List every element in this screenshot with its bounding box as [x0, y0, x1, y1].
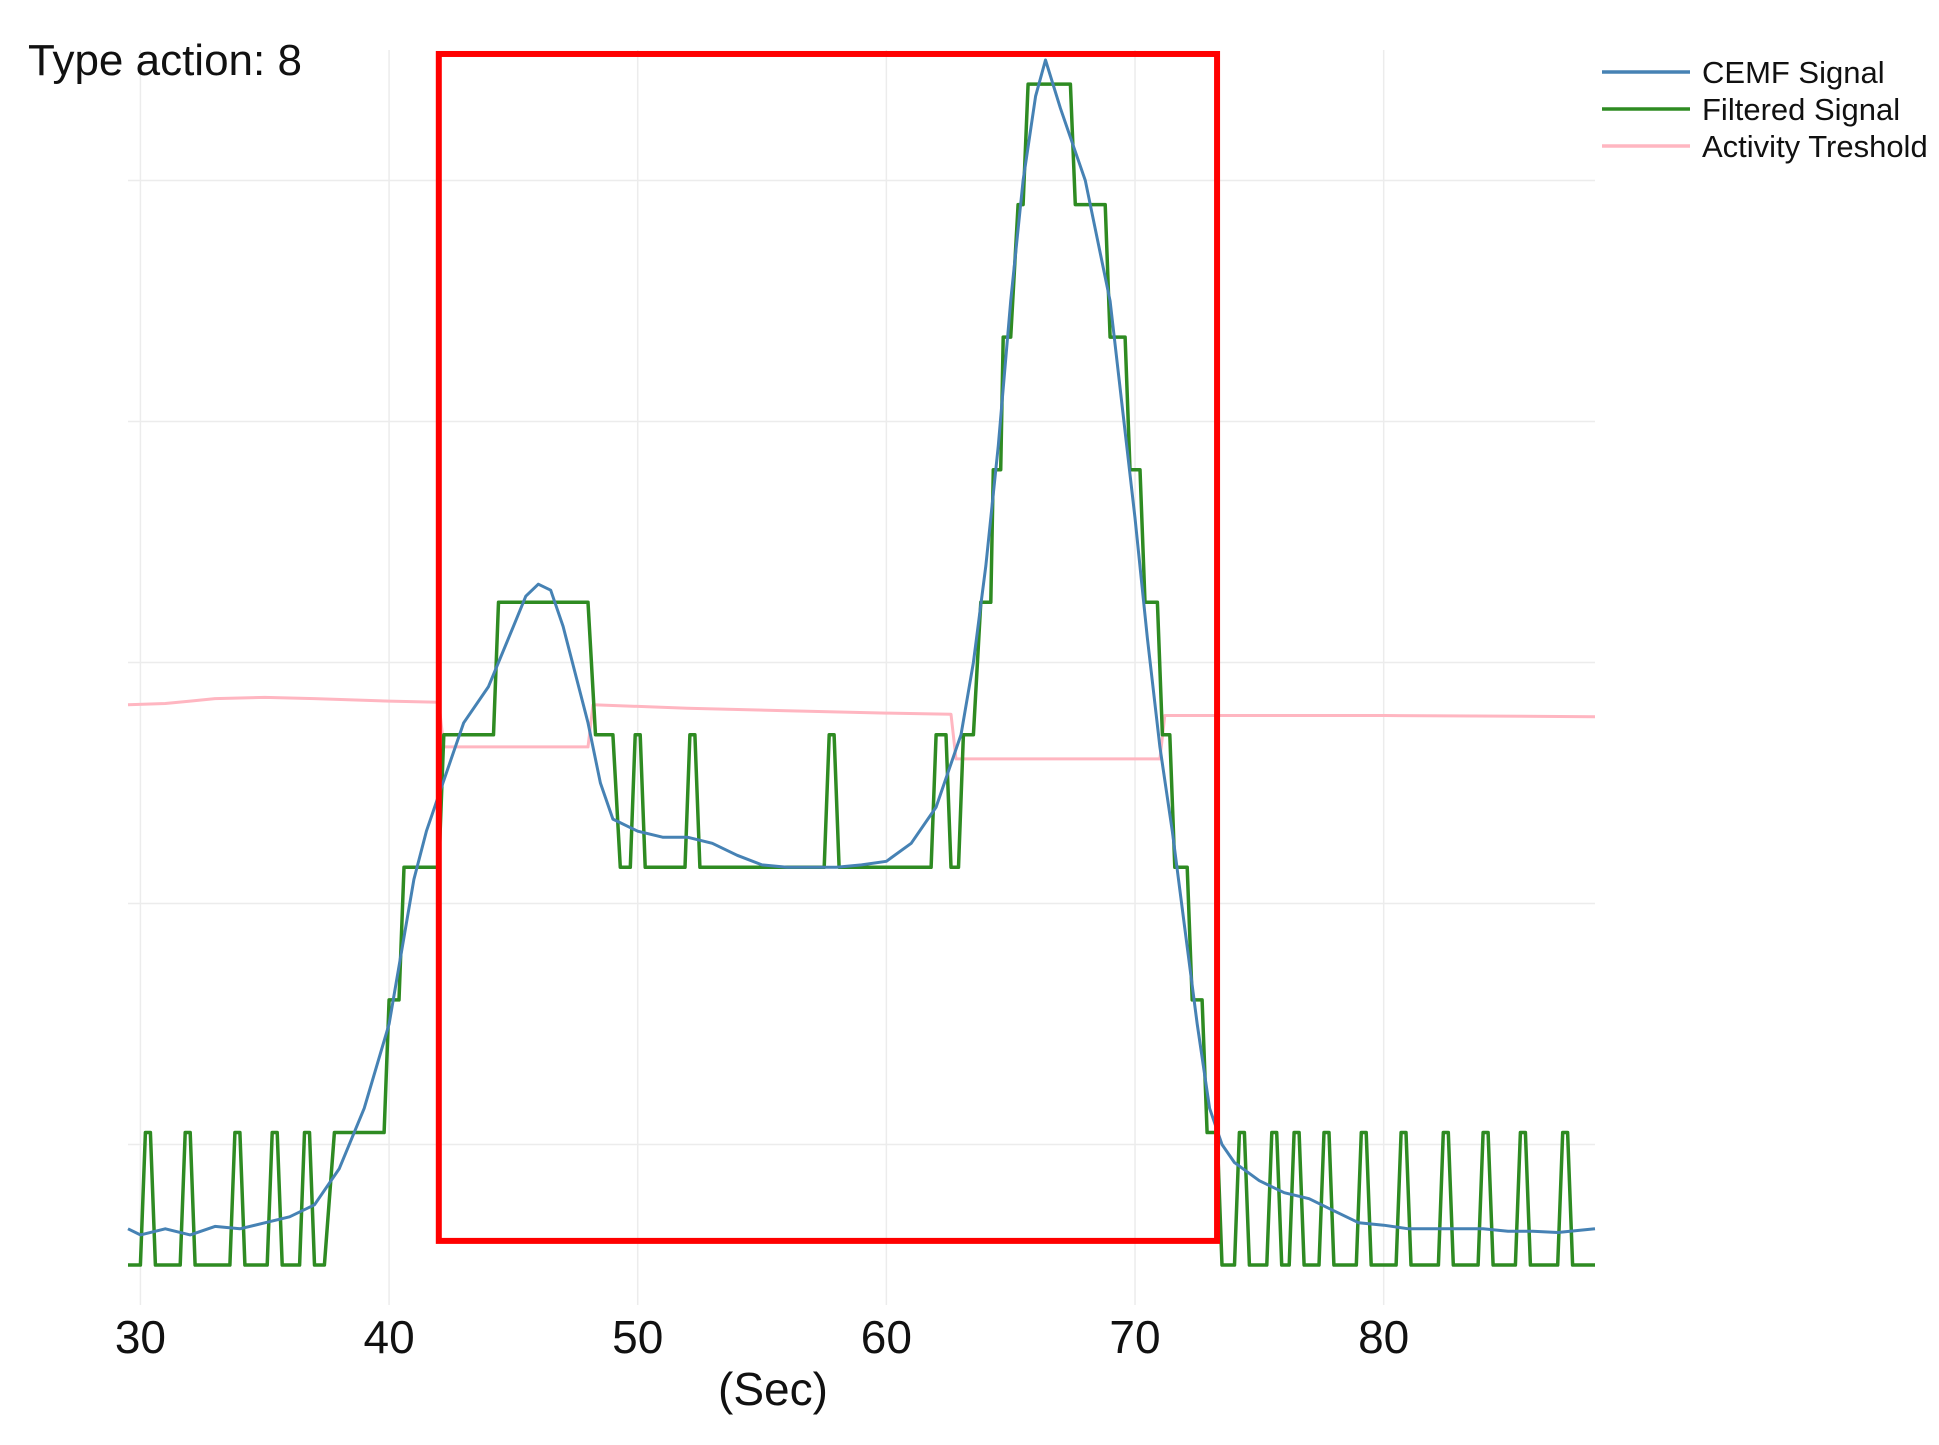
legend-label-cemf-signal: CEMF Signal: [1702, 55, 1885, 90]
x-tick-label-60: 60: [861, 1311, 912, 1363]
x-tick-label-80: 80: [1358, 1311, 1409, 1363]
tick-layer: 30 40 50 60 70 80: [115, 1311, 1409, 1363]
series-line-cemf-signal: [127, 58, 1596, 1237]
x-tick-label-70: 70: [1109, 1311, 1160, 1363]
x-tick-label-30: 30: [115, 1311, 166, 1363]
highlight-rectangle: [435, 50, 1221, 1244]
series-line-filtered-signal: [128, 82, 1595, 1267]
chart-title: Type action: 8: [28, 36, 302, 85]
x-axis-label: (Sec): [718, 1363, 828, 1415]
legend-label-activity-treshold: Activity Treshold: [1702, 129, 1928, 164]
series-layer: [127, 58, 1596, 1267]
grid-layer: [128, 50, 1595, 1305]
legend-label-filtered-signal: Filtered Signal: [1702, 92, 1900, 127]
x-tick-label-40: 40: [363, 1311, 414, 1363]
x-tick-label-50: 50: [612, 1311, 663, 1363]
series-line-activity-treshold: [127, 695, 1596, 761]
annotation-layer: [435, 50, 1221, 1244]
